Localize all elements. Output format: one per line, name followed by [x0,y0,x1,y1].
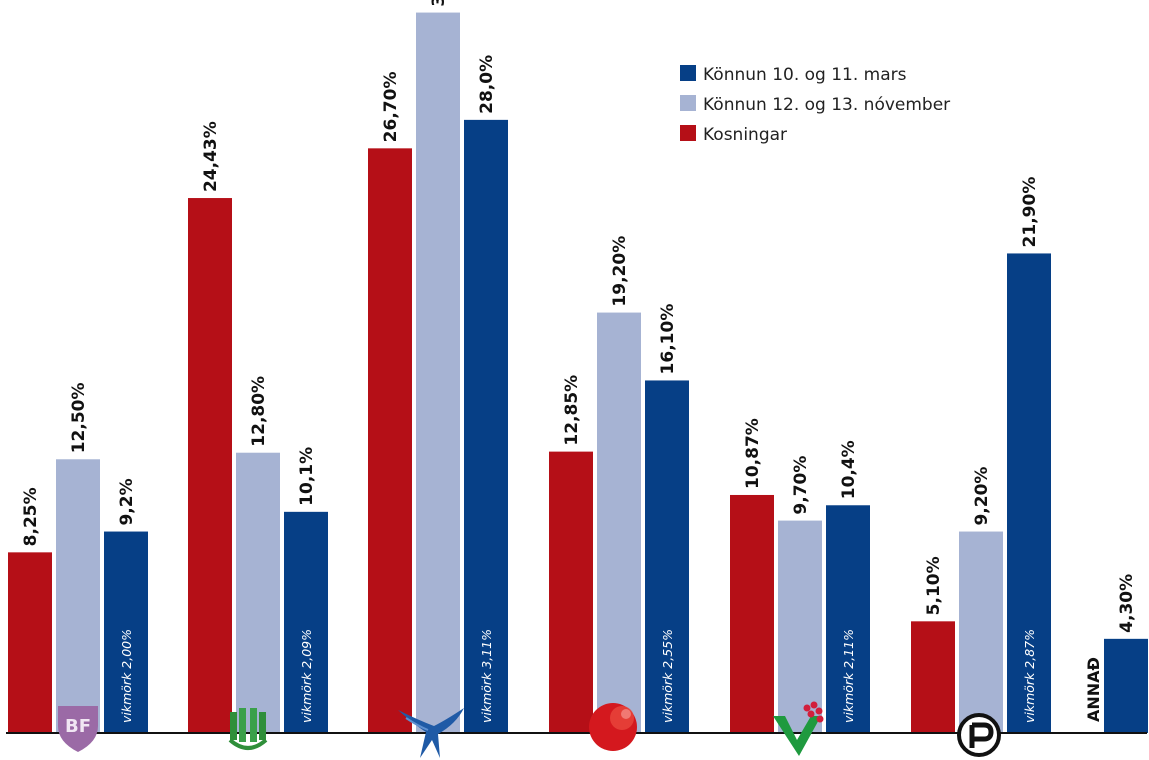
red-sphere-logo-icon [589,703,637,751]
value-label-nov-1: 12,80% [249,376,269,447]
bar-mars-0 [104,531,148,733]
legend-item-nov: Könnun 12. og 13. nóvember [680,95,950,115]
legend-label-kosningar: Kosningar [703,125,787,145]
value-label-mars-6: 4,30% [1117,574,1137,633]
value-label-kosningar-1: 24,43% [201,121,221,192]
error-margin-label-2: vikmörk 3,11% [479,629,494,723]
bar-mars-6 [1104,638,1148,733]
legend-label-nov: Könnun 12. og 13. nóvember [703,95,950,115]
bar-mars-2 [464,119,508,733]
pirate-logo-icon [957,713,1001,757]
svg-text:BF: BF [65,716,91,737]
value-label-mars-5: 21,90% [1020,177,1040,248]
vg-logo-icon [773,701,824,756]
bar-kosningar-4 [730,494,774,733]
falcon-logo-icon [398,708,464,758]
bar-mars-4 [826,505,870,733]
bar-kosningar-0 [8,552,52,733]
bar-nov-3 [597,312,641,733]
legend-item-mars: Könnun 10. og 11. mars [680,65,907,85]
bars-layer [8,12,1148,734]
bar-nov-1 [236,452,280,733]
bar-nov-2 [416,12,460,734]
bar-nov-5 [959,531,1003,733]
bf-logo-icon: BF [58,706,98,752]
error-margin-label-0: vikmörk 2,00% [119,629,134,723]
value-label-mars-0: 9,2% [117,478,137,525]
bar-nov-0 [56,459,100,733]
value-label-nov-3: 19,20% [610,236,630,307]
legend: Könnun 10. og 11. mars Könnun 12. og 13.… [680,65,950,145]
value-label-nov-5: 9,20% [972,467,992,526]
bar-mars-5 [1007,253,1051,734]
value-label-kosningar-4: 10,87% [743,418,763,489]
bar-mars-1 [284,511,328,733]
bar-kosningar-1 [188,198,232,733]
value-label-nov-0: 12,50% [69,382,89,453]
bar-mars-3 [645,380,689,733]
error-margin-label-4: vikmörk 2,11% [841,629,856,723]
value-label-mars-3: 16,10% [658,304,678,375]
legend-item-kosningar: Kosningar [680,125,787,145]
bar-kosningar-5 [911,621,955,733]
legend-swatch-kosningar [680,125,696,141]
value-label-kosningar-0: 8,25% [21,487,41,546]
legend-swatch-mars [680,65,696,81]
value-label-nov-2: 32,90% [429,0,449,7]
bar-nov-4 [778,520,822,733]
error-margin-label-5: vikmörk 2,87% [1022,629,1037,723]
category-label-annad: ANNAÐ [1084,657,1103,722]
bar-kosningar-3 [549,451,593,733]
bar-kosningar-2 [368,148,412,733]
value-label-mars-1: 10,1% [297,447,317,506]
legend-swatch-nov [680,95,696,111]
framsokn-logo-icon [228,708,268,750]
labels-layer: 8,25% 12,50% 9,2% vikmörk 2,00% 24,43% 12,80%… [21,0,1137,723]
value-label-kosningar-2: 26,70% [381,72,401,143]
value-label-nov-4: 9,70% [791,456,811,515]
value-label-kosningar-3: 12,85% [562,375,582,446]
value-label-mars-4: 10,4% [839,440,859,499]
value-label-kosningar-5: 5,10% [924,556,944,615]
error-margin-label-3: vikmörk 2,55% [660,629,675,723]
value-label-mars-2: 28,0% [477,55,497,114]
error-margin-label-1: vikmörk 2,09% [299,629,314,723]
legend-label-mars: Könnun 10. og 11. mars [703,65,907,85]
